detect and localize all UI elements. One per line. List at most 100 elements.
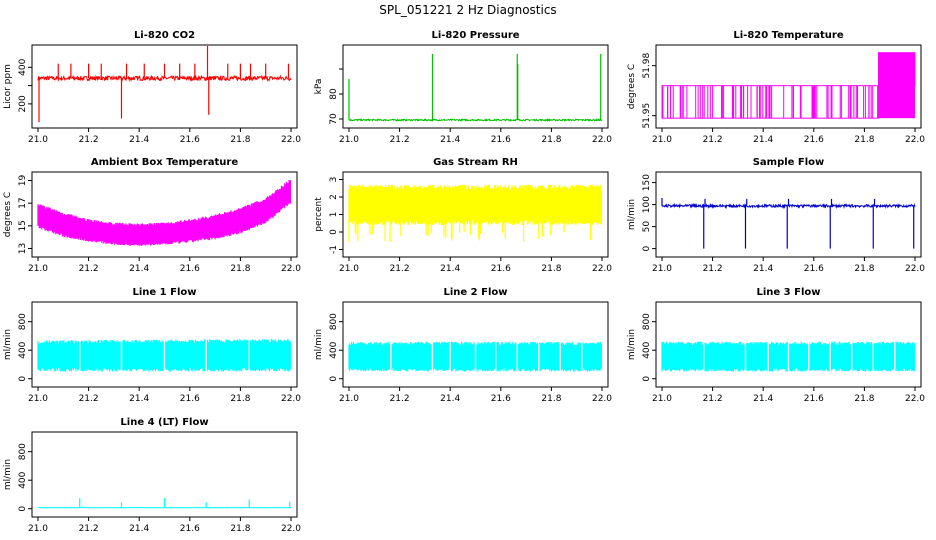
x-tick-label: 22.0 [592,264,612,274]
x-tick-label: 22.0 [281,135,301,145]
y-tick-label: 0 [329,229,339,235]
x-tick-label: 21.8 [854,394,874,404]
y-tick-label: 0 [642,245,652,251]
x-tick-label: 21.6 [804,394,824,404]
series-line4 [37,498,292,509]
y-tick-label: 200 [18,95,28,112]
panel-line2: Line 2 Flow ml/min 21.0 21.2 21.4 21.6 21.8 22.… [314,287,612,404]
y-tick-label: -1 [329,245,339,254]
x-tick-label: 21.6 [180,264,200,274]
x-tick-label: 21.0 [652,264,672,274]
x-tick-label: 22.0 [281,264,301,274]
y-tick-label: 51.98 [642,53,652,79]
x-tick-label: 21.2 [703,394,723,404]
y-tick-label: 13 [18,243,28,254]
y-tick-label: 0 [18,376,28,382]
y-tick-label: 400 [18,341,28,358]
x-tick-label: 21.0 [339,264,359,274]
y-tick-label: 0 [18,506,28,512]
x-tick-label: 22.0 [592,135,612,145]
panel-box_temp: Ambient Box Temperature degrees C 21.0 21.2… [3,157,301,274]
plot-frame [655,44,922,129]
y-axis-label: degrees C [3,192,13,237]
x-tick-label: 21.8 [854,264,874,274]
x-tick-label: 21.0 [652,394,672,404]
panel-rh: Gas Stream RH percent 21.0 21.2 21.4 21.6 21.8… [314,157,612,274]
x-tick-label: 21.0 [28,264,48,274]
y-tick-label: 800 [18,443,28,460]
y-tick-label: 800 [329,313,339,330]
x-tick-label: 21.0 [339,394,359,404]
panel-title: Gas Stream RH [433,157,518,168]
y-tick-label: 0 [642,376,652,382]
y-tick-label: 400 [329,341,339,358]
y-tick-label: 1 [329,212,339,218]
y-axis-label: ml/min [627,199,637,230]
series-line1 [37,338,291,372]
panel-title: Line 1 Flow [133,287,197,298]
x-tick-label: 21.6 [180,135,200,145]
panel-co2: Li-820 CO2 Licor ppm 21.0 21.2 21.4 21.6 21.8 2… [3,30,301,145]
x-tick-label: 21.2 [390,135,410,145]
x-tick-label: 21.2 [79,524,99,534]
x-tick-label: 21.4 [753,264,773,274]
panel-title: Li-820 Temperature [733,30,843,41]
y-tick-label: 2 [329,194,339,200]
x-tick-label: 22.0 [281,524,301,534]
series-line2 [348,341,602,372]
x-tick-label: 21.0 [28,394,48,404]
x-tick-label: 21.0 [28,524,48,534]
x-tick-label: 21.8 [230,264,250,274]
panels: Li-820 CO2 Licor ppm 21.0 21.2 21.4 21.6 21.8 2… [3,30,925,534]
y-axis-label: ml/min [627,329,637,360]
plot-frame [31,44,298,129]
panel-title: Ambient Box Temperature [91,157,238,168]
y-tick-label: 19 [18,175,28,187]
y-tick-label: 800 [642,313,652,330]
y-tick-label: 50 [642,221,652,233]
panel-title: Line 2 Flow [444,287,508,298]
series-line [348,117,603,123]
x-tick-label: 21.4 [129,394,149,404]
x-tick-label: 21.0 [652,135,672,145]
x-tick-label: 21.4 [129,264,149,274]
x-tick-label: 21.6 [491,394,511,404]
x-tick-label: 21.6 [491,135,511,145]
x-tick-label: 21.2 [79,394,99,404]
series-band [37,180,291,246]
y-axis-label: ml/min [3,459,13,490]
plot-frame [342,44,609,129]
x-tick-label: 21.8 [541,394,561,404]
x-tick-label: 21.8 [541,135,561,145]
x-tick-label: 21.4 [753,135,773,145]
panel-title: Sample Flow [753,157,825,168]
x-tick-label: 22.0 [905,135,925,145]
series-line3 [661,341,915,372]
y-tick-label: 800 [18,313,28,330]
y-tick-label: 51.95 [642,103,652,129]
x-tick-label: 21.4 [440,135,460,145]
x-tick-label: 22.0 [281,394,301,404]
series-co2 [37,46,292,123]
y-tick-label: 400 [18,58,28,75]
y-tick-label: 400 [18,471,28,488]
x-tick-label: 21.8 [541,264,561,274]
x-tick-label: 21.6 [491,264,511,274]
y-axis-label: ml/min [314,329,324,360]
y-tick-label: 15 [18,220,28,231]
series-sample_flow [661,198,916,249]
plot-frame [31,431,298,518]
y-axis-label: Licor ppm [3,64,13,109]
x-tick-label: 21.8 [230,524,250,534]
y-tick-label: 70 [329,113,339,125]
x-tick-label: 21.0 [339,135,359,145]
x-tick-label: 21.4 [129,524,149,534]
plot-frame [342,301,609,388]
y-tick-label: 400 [642,341,652,358]
panel-line1: Line 1 Flow ml/min 21.0 21.2 21.4 21.6 21.8 22.… [3,287,301,404]
x-tick-label: 21.2 [390,394,410,404]
series-box_temp [37,180,291,246]
series-rh [348,184,602,243]
x-tick-label: 21.4 [440,394,460,404]
